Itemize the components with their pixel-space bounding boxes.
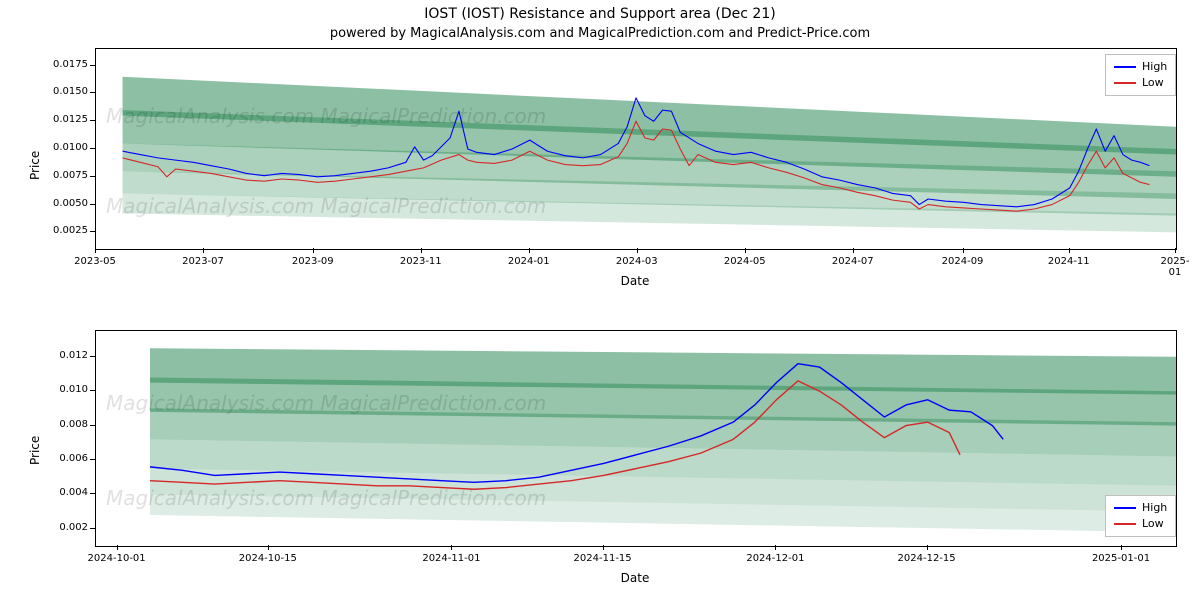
legend-high: High	[1114, 500, 1167, 516]
top-chart-svg	[96, 49, 1176, 249]
top-xlabel: Date	[95, 274, 1175, 288]
xtick-label: 2023-11	[400, 256, 442, 267]
xtick-label: 2024-05	[724, 256, 766, 267]
legend-high: High	[1114, 59, 1167, 75]
legend-swatch-low	[1114, 82, 1136, 84]
xtick-label: 2024-10-15	[239, 553, 297, 564]
ytick-label: 0.0025	[40, 225, 88, 236]
legend-low: Low	[1114, 75, 1167, 91]
bottom-chart-svg	[96, 331, 1176, 546]
ytick-label: 0.0050	[40, 198, 88, 209]
xtick-label: 2024-11	[1048, 256, 1090, 267]
figure: IOST (IOST) Resistance and Support area …	[0, 0, 1200, 600]
xtick-label: 2024-12-15	[898, 553, 956, 564]
chart-subtitle: powered by MagicalAnalysis.com and Magic…	[0, 26, 1200, 41]
legend-label-high: High	[1142, 59, 1167, 75]
ytick-label: 0.0125	[40, 114, 88, 125]
bottom-xlabel: Date	[95, 571, 1175, 585]
xtick-label: 2024-03	[616, 256, 658, 267]
chart-title: IOST (IOST) Resistance and Support area …	[0, 6, 1200, 22]
legend-swatch-high	[1114, 507, 1136, 509]
bottom-legend: High Low	[1105, 495, 1176, 537]
ytick-label: 0.012	[40, 350, 88, 361]
legend-low: Low	[1114, 516, 1167, 532]
xtick-label: 2025-01-01	[1092, 553, 1150, 564]
xtick-label: 2024-07	[832, 256, 874, 267]
ytick-label: 0.002	[40, 522, 88, 533]
xtick-label: 2023-09	[292, 256, 334, 267]
ytick-label: 0.0175	[40, 59, 88, 70]
ytick-label: 0.006	[40, 453, 88, 464]
legend-swatch-low	[1114, 523, 1136, 525]
xtick-label: 2024-10-01	[88, 553, 146, 564]
top-chart-panel: MagicalAnalysis.com MagicalPrediction.co…	[95, 48, 1177, 250]
legend-label-high: High	[1142, 500, 1167, 516]
xtick-label: 2024-11-15	[574, 553, 632, 564]
ytick-label: 0.008	[40, 419, 88, 430]
xtick-label: 2023-07	[182, 256, 224, 267]
xtick-label: 2024-01	[508, 256, 550, 267]
ytick-label: 0.0150	[40, 86, 88, 97]
bottom-chart-panel: MagicalAnalysis.com MagicalPrediction.co…	[95, 330, 1177, 547]
ytick-label: 0.004	[40, 487, 88, 498]
xtick-label: 2024-12-01	[746, 553, 804, 564]
xtick-label: 2024-09	[942, 256, 984, 267]
ytick-label: 0.0100	[40, 142, 88, 153]
ytick-label: 0.010	[40, 384, 88, 395]
legend-swatch-high	[1114, 66, 1136, 68]
legend-label-low: Low	[1142, 516, 1164, 532]
top-legend: High Low	[1105, 54, 1176, 96]
xtick-label: 2024-11-01	[422, 553, 480, 564]
xtick-label: 2023-05	[74, 256, 116, 267]
legend-label-low: Low	[1142, 75, 1164, 91]
ytick-label: 0.0075	[40, 170, 88, 181]
